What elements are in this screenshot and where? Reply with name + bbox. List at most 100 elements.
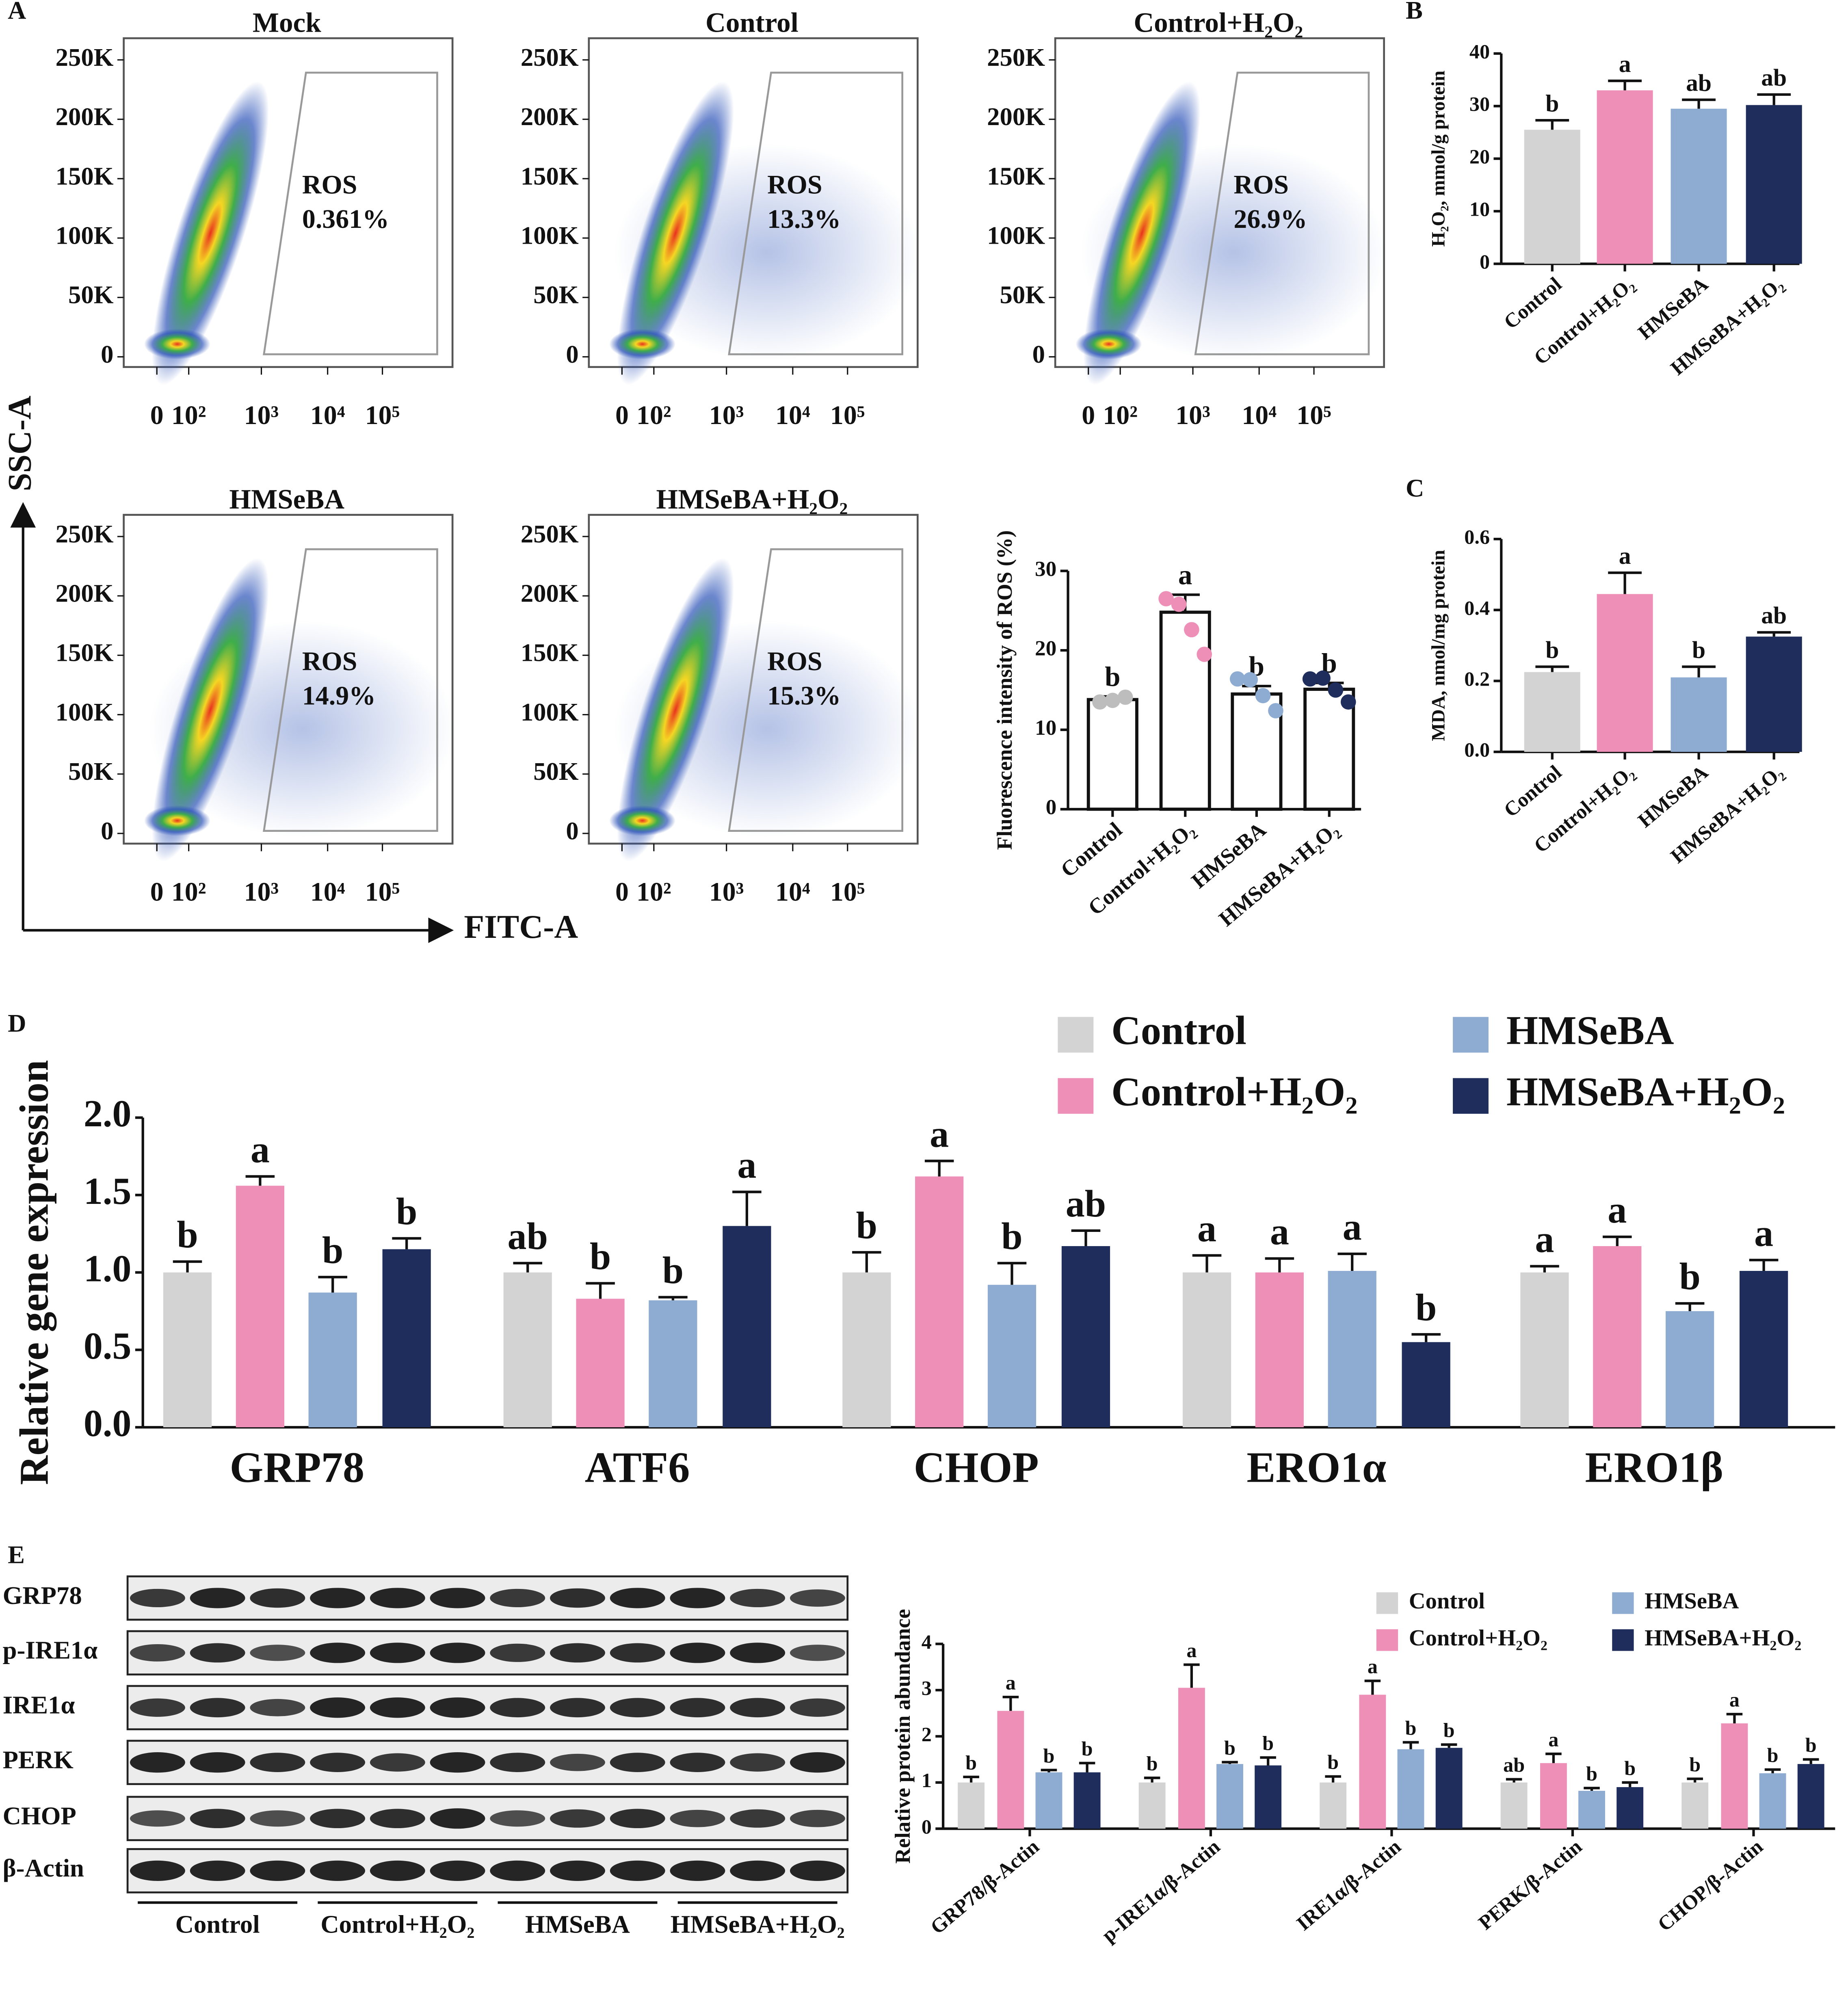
blot-group-label: HMSeBA+H₂O₂ (671, 1910, 845, 1938)
flow-y-tick-label: 0 (101, 340, 113, 368)
data-point (1117, 689, 1133, 705)
blot-band (250, 1810, 305, 1827)
gate-percent: 13.3% (767, 204, 841, 234)
blot-frame (126, 1740, 849, 1785)
blot-band (730, 1643, 786, 1663)
significance-letter: b (1805, 1734, 1817, 1756)
density-core (1075, 329, 1142, 359)
blot-frame (126, 1575, 849, 1621)
gate-name: ROS (302, 170, 357, 199)
significance-letter: a (737, 1144, 756, 1186)
flow-y-tick-label: 200K (56, 579, 114, 607)
flow-y-tick-label: 100K (56, 698, 114, 726)
flow-y-tick-label: 50K (533, 281, 579, 309)
data-point (1268, 703, 1283, 719)
gate-percent: 26.9% (1233, 204, 1307, 234)
y-axis-title: Fluorescence intensity of ROS (%) (992, 530, 1017, 850)
flow-y-tick-label: 200K (56, 102, 114, 131)
bar (958, 1782, 985, 1829)
flow-x-tick-label: 10² (636, 400, 671, 430)
legend-label: HMSeBA+H₂O₂ (1506, 1069, 1785, 1114)
bar (1255, 1765, 1282, 1829)
blot-band (430, 1697, 485, 1718)
density-core (144, 805, 211, 836)
bar (1671, 677, 1727, 752)
flow-y-tick-label: 200K (987, 102, 1045, 131)
density-cloud (152, 558, 269, 862)
bar (1397, 1749, 1424, 1829)
bar (236, 1186, 284, 1427)
bar (1402, 1342, 1450, 1427)
bar (308, 1292, 357, 1427)
significance-letter: b (1105, 661, 1120, 692)
flow-y-tick-label: 250K (521, 43, 579, 71)
flow-x-tick-label: 10³ (244, 400, 279, 430)
blot-band (670, 1753, 725, 1772)
bar (1178, 1688, 1205, 1829)
data-point (1229, 671, 1245, 687)
blot-band (370, 1643, 425, 1663)
significance-letter: a (251, 1129, 270, 1171)
y-axis-title: Relative gene expression (11, 1060, 56, 1485)
blot-row-label: IRE1α (3, 1691, 75, 1719)
blot-band (190, 1809, 245, 1829)
flow-y-tick-label: 100K (521, 221, 579, 249)
y-tick-label: 0.2 (1464, 667, 1490, 690)
panel-label: E (8, 1540, 25, 1569)
legend-swatch (1612, 1592, 1634, 1614)
bar (1578, 1791, 1605, 1829)
y-tick-label: 0.0 (84, 1402, 132, 1445)
legend-swatch (1376, 1629, 1398, 1651)
y-axis-title: Relative protein abundance (890, 1609, 915, 1863)
flow-x-tick-label: 0 (615, 400, 629, 430)
significance-letter: b (1545, 90, 1559, 117)
y-tick-label: 0.0 (1464, 738, 1490, 761)
blot-band (190, 1752, 245, 1773)
flow-x-tick-label: 0 (615, 877, 629, 907)
flow-x-tick-label: 10⁴ (1242, 400, 1277, 430)
blot-band (790, 1645, 845, 1661)
x-tick-label: Control (1056, 817, 1127, 882)
blot-band (730, 1698, 786, 1718)
density-core (609, 805, 676, 836)
significance-letter: b (1767, 1744, 1779, 1766)
plot-title: HMSeBA+H₂O₂ (656, 483, 848, 515)
significance-letter: a (1535, 1219, 1554, 1261)
blot-band (490, 1589, 545, 1608)
legend-swatch (1453, 1078, 1489, 1114)
bar (987, 1285, 1037, 1427)
x-tick-label: p-IRE1α/β-Actin (1097, 1835, 1225, 1946)
blot-frame (126, 1848, 849, 1894)
blot-frame (126, 1685, 849, 1730)
blot-row-label: GRP78 (3, 1581, 82, 1610)
blot-band (670, 1588, 725, 1608)
blot-band (370, 1753, 425, 1772)
flow-y-tick-label: 100K (56, 221, 114, 249)
x-tick-label: Control (1500, 273, 1566, 333)
x-tick-label: GRP78 (229, 1444, 364, 1491)
blot-band (250, 1588, 305, 1608)
legend-label: Control (1111, 1008, 1246, 1053)
bar (1616, 1787, 1644, 1829)
blot-band (730, 1860, 786, 1881)
flow-x-tick-label: 10³ (1175, 400, 1210, 430)
y-tick-label: 3 (922, 1677, 932, 1699)
flow-y-tick-label: 0 (101, 816, 113, 845)
blot-band (550, 1643, 605, 1663)
flow-x-tick-label: 10⁴ (310, 877, 345, 907)
bar (163, 1272, 212, 1427)
density-cloud (152, 81, 269, 385)
significance-letter: b (1224, 1736, 1236, 1759)
bar (1216, 1764, 1243, 1829)
blot-band (670, 1643, 725, 1663)
x-tick-label: IRE1α/β-Actin (1292, 1835, 1405, 1935)
flow-x-tick-label: 0 (150, 877, 164, 907)
legend-swatch (1376, 1592, 1398, 1614)
blot-band (790, 1860, 845, 1881)
flow-y-tick-label: 100K (987, 221, 1045, 249)
significance-letter: b (1415, 1286, 1437, 1329)
bar (1597, 594, 1653, 752)
data-point (1340, 694, 1356, 710)
y-tick-label: 0.5 (84, 1325, 132, 1367)
density-cloud (617, 81, 734, 385)
